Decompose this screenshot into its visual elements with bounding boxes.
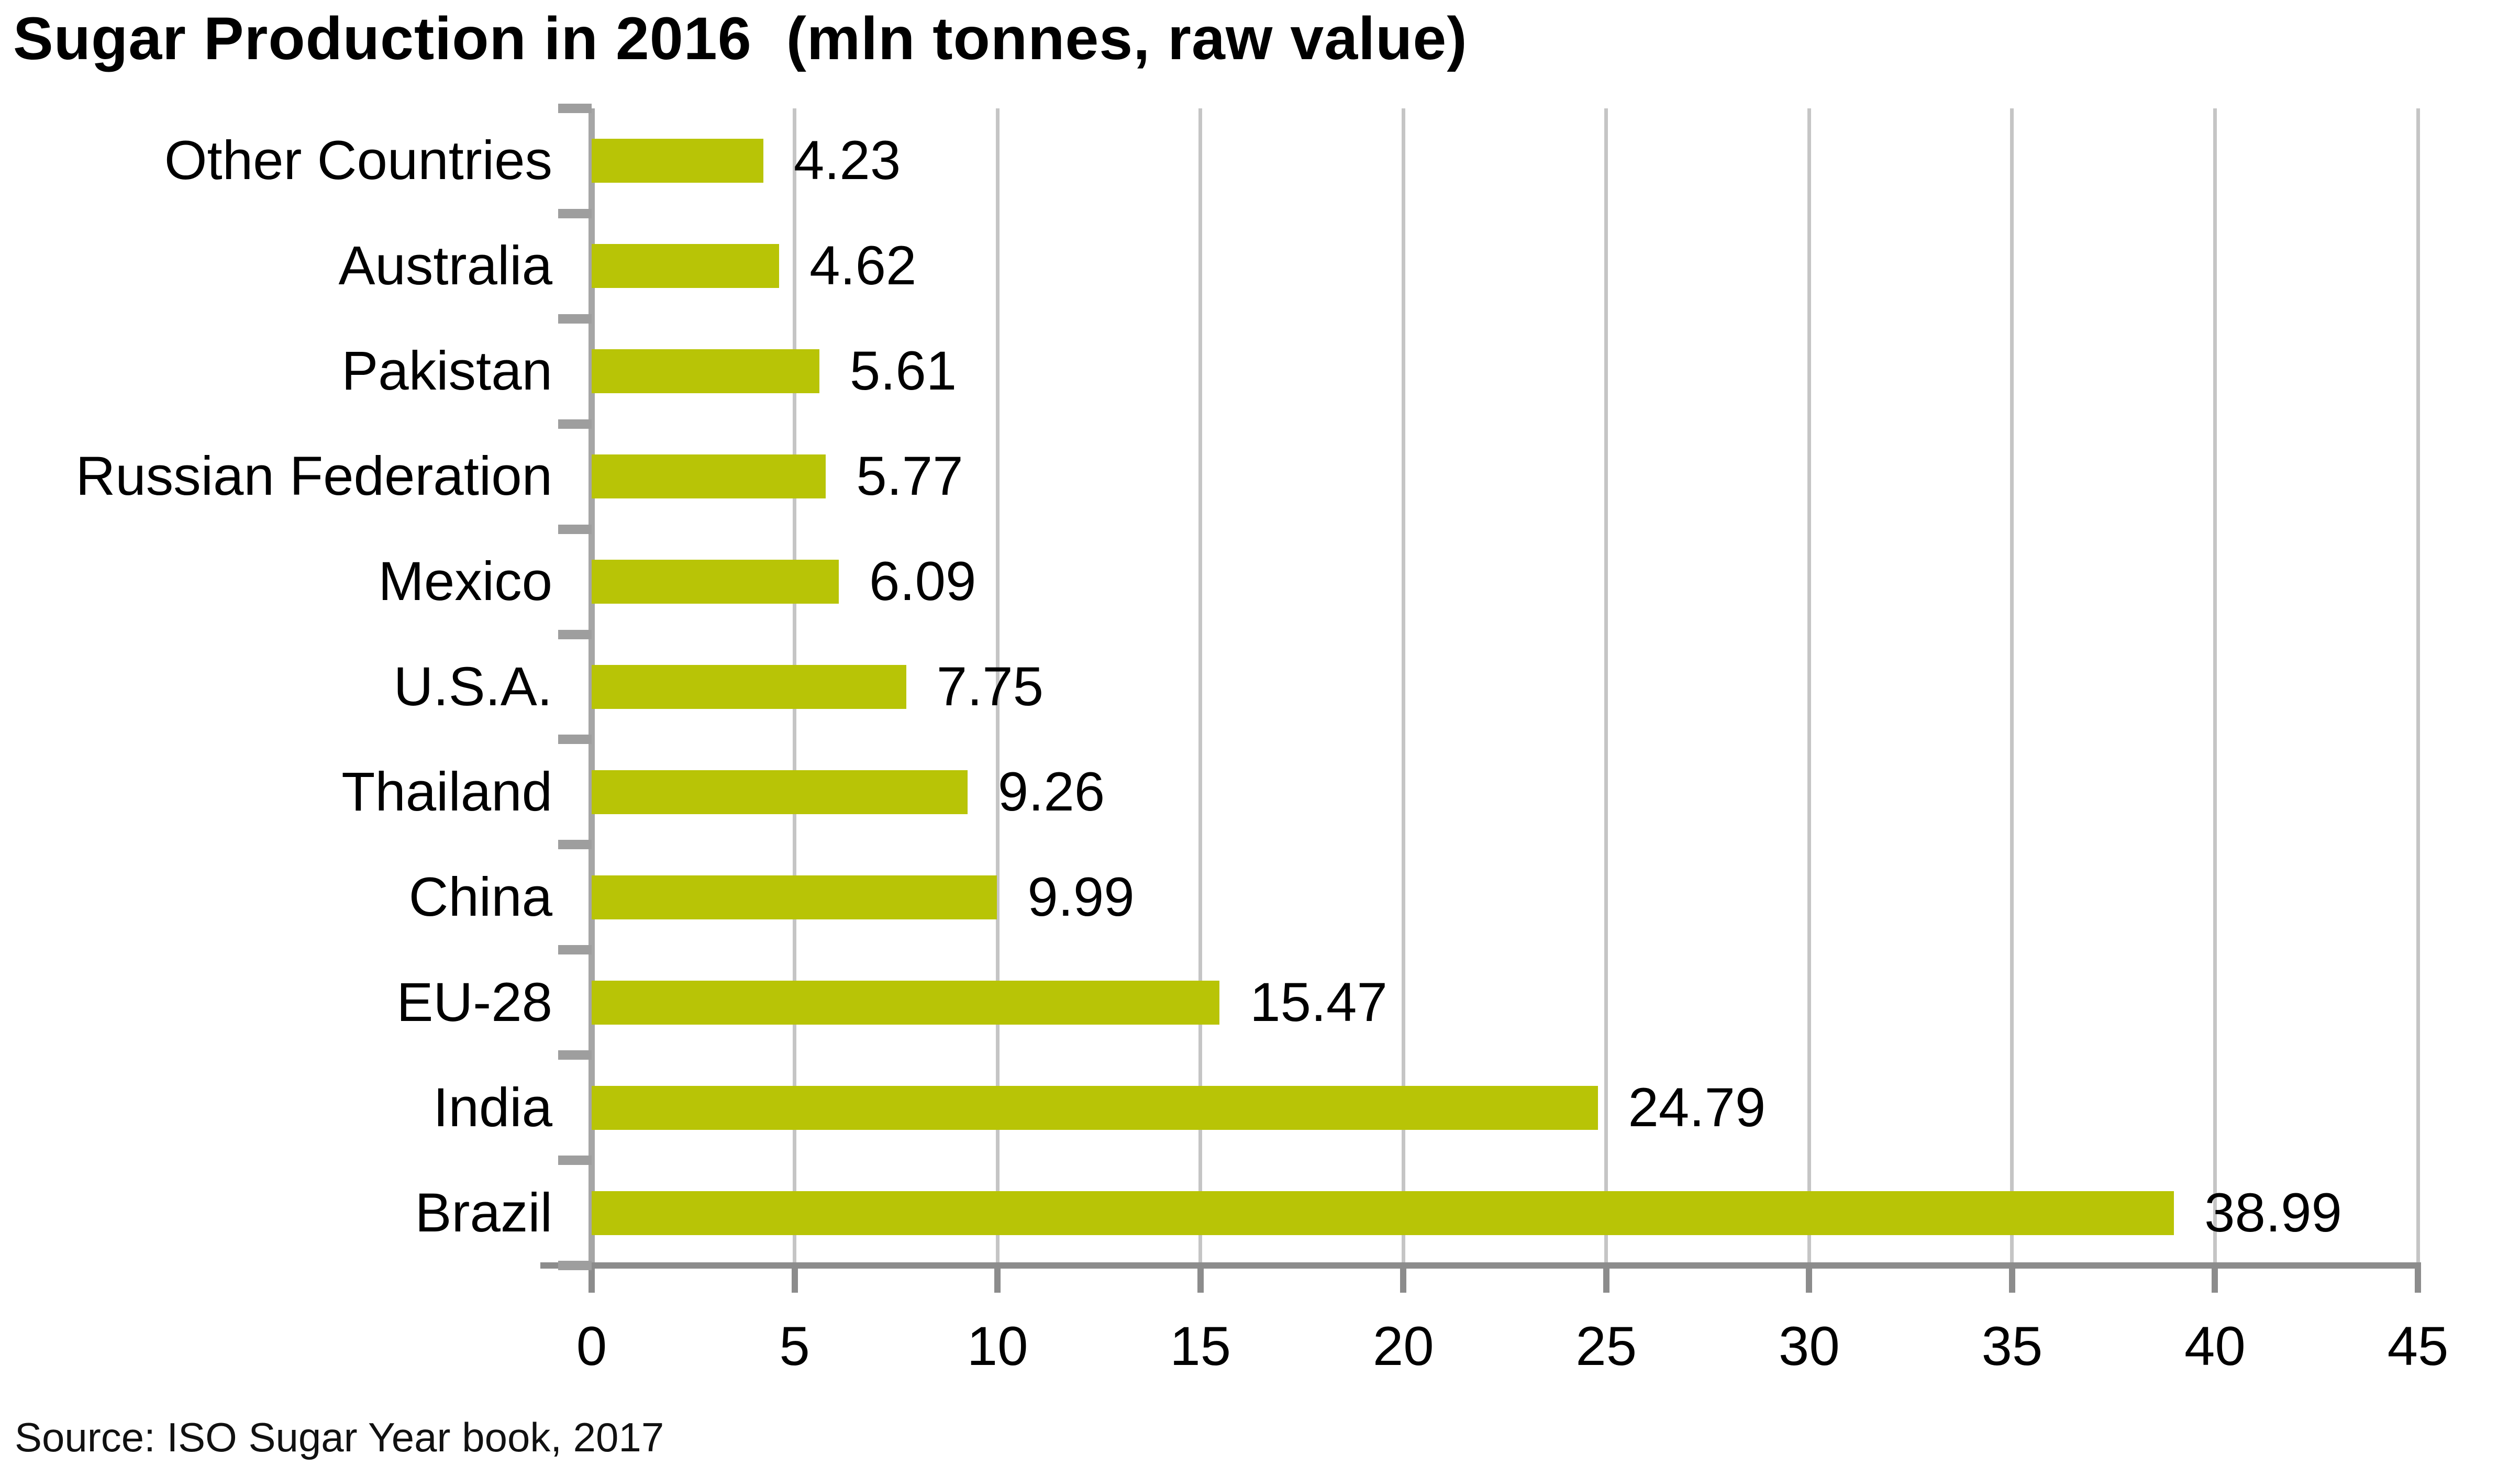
y-axis-tick	[558, 840, 592, 850]
source-note: Source: ISO Sugar Year book, 2017	[15, 1414, 664, 1460]
x-tick-label: 30	[1778, 1316, 1840, 1377]
x-tick-label: 45	[2387, 1316, 2449, 1377]
bar	[592, 560, 839, 604]
category-label: China	[408, 866, 552, 928]
y-axis-tick	[558, 104, 592, 113]
bar	[592, 1191, 2174, 1235]
bar	[592, 349, 819, 394]
y-axis-tick	[558, 735, 592, 745]
x-tick-label: 25	[1575, 1316, 1637, 1377]
x-axis-tick	[1806, 1268, 1813, 1293]
bar-value-label: 6.09	[869, 551, 976, 613]
bar	[592, 770, 968, 814]
y-axis-tick	[558, 1261, 592, 1270]
x-axis-tick	[1400, 1268, 1407, 1293]
x-axis-tick	[589, 1268, 595, 1293]
gridline	[995, 108, 1000, 1265]
bar-value-label: 7.75	[936, 656, 1044, 717]
y-axis-tick	[558, 1156, 592, 1165]
x-axis-tick	[994, 1268, 1001, 1293]
bar-value-label: 5.61	[849, 340, 957, 402]
bar-value-label: 4.23	[793, 130, 901, 192]
bar	[592, 665, 906, 709]
category-label: EU-28	[396, 971, 552, 1033]
gridline	[1401, 108, 1405, 1265]
x-axis-tick	[2008, 1268, 2015, 1293]
category-label: Pakistan	[341, 340, 552, 402]
bar	[592, 139, 763, 183]
bar-value-label: 24.79	[1628, 1076, 1766, 1138]
y-axis-tick	[558, 208, 592, 218]
category-label: Australia	[338, 235, 552, 297]
x-axis-tick	[791, 1268, 798, 1293]
bar	[592, 244, 780, 288]
gridline	[2416, 108, 2420, 1265]
category-label: Brazil	[415, 1182, 552, 1243]
gridline	[1807, 108, 1811, 1265]
y-axis-tick	[558, 314, 592, 324]
x-tick-label: 35	[1981, 1316, 2043, 1377]
bar-value-label: 5.77	[856, 446, 963, 507]
bar-value-label: 9.99	[1027, 866, 1135, 928]
y-axis-tick	[558, 945, 592, 955]
bar	[592, 980, 1220, 1025]
gridline	[1198, 108, 1203, 1265]
plot-area: 0 5 10 15 20 25 30 35 40 45 4.23 Other Countries 4.6…	[76, 104, 2448, 1377]
x-tick-label: 10	[967, 1316, 1028, 1377]
bar-value-label: 15.47	[1250, 971, 1387, 1033]
x-tick-label: 20	[1372, 1316, 1434, 1377]
bar-value-label: 38.99	[2204, 1182, 2342, 1243]
bar	[592, 454, 826, 499]
gridline	[1604, 108, 1608, 1265]
y-axis-tick	[558, 1050, 592, 1060]
bar	[592, 875, 997, 919]
x-axis-tick	[1197, 1268, 1204, 1293]
bar-value-label: 9.26	[997, 761, 1105, 823]
category-label: India	[433, 1076, 552, 1138]
chart-title: Sugar Production in 2016 (mln tonnes, ra…	[13, 5, 1468, 72]
x-axis-tick	[2212, 1268, 2218, 1293]
y-axis-tick	[558, 524, 592, 534]
x-tick-label: 15	[1170, 1316, 1231, 1377]
category-label: Thailand	[341, 761, 552, 823]
gridline	[2010, 108, 2014, 1265]
x-axis-tick	[1603, 1268, 1609, 1293]
bar	[592, 1085, 1598, 1130]
gridline	[2213, 108, 2217, 1265]
x-axis-line	[540, 1262, 2421, 1269]
x-tick-label: 40	[2184, 1316, 2246, 1377]
bar-value-label: 4.62	[809, 235, 917, 297]
category-label: U.S.A.	[393, 656, 552, 717]
x-tick-label: 0	[576, 1316, 607, 1377]
category-label: Russian Federation	[75, 446, 553, 507]
category-label: Other Countries	[164, 130, 552, 192]
x-tick-label: 5	[779, 1316, 810, 1377]
y-axis-tick	[558, 419, 592, 429]
y-axis-tick	[558, 629, 592, 639]
category-label: Mexico	[378, 551, 552, 613]
x-axis-tick	[2415, 1268, 2421, 1293]
